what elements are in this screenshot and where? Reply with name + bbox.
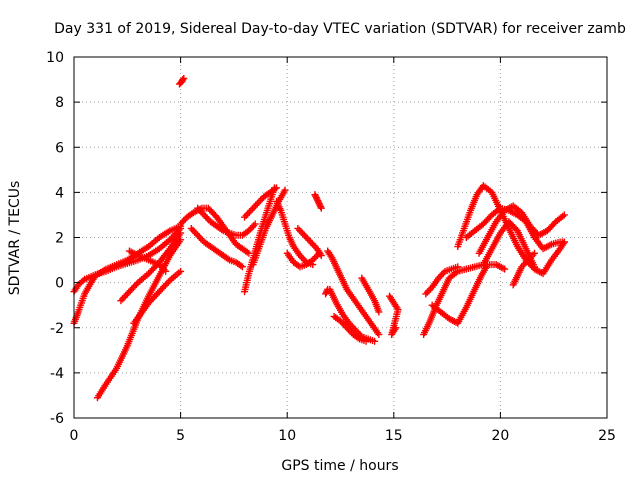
y-tick-label: 0 <box>55 276 64 292</box>
series-track-l <box>241 184 281 221</box>
series-track-n <box>283 249 323 271</box>
series-track-u <box>358 274 383 316</box>
series-track-i <box>194 204 259 239</box>
y-tick-label: 4 <box>55 185 64 201</box>
y-tick-label: 2 <box>55 231 64 247</box>
y-tick-label: 10 <box>46 50 64 66</box>
series-outlier <box>176 74 188 88</box>
x-tick-label: 20 <box>491 428 509 444</box>
series-track-v <box>386 292 402 339</box>
series-track-y <box>428 261 509 327</box>
series-track-x <box>422 263 462 298</box>
series-track-p <box>311 191 325 212</box>
series-track-r <box>324 247 383 339</box>
chart-title: Day 331 of 2019, Sidereal Day-to-day VTE… <box>54 21 626 37</box>
x-tick-label: 0 <box>70 428 79 444</box>
plot-frame <box>73 56 608 419</box>
series-track-d <box>117 229 185 305</box>
x-tick-label: 5 <box>176 428 185 444</box>
series-track-h <box>187 224 246 271</box>
series-track-ac <box>479 218 539 271</box>
x-tick-label: 10 <box>278 428 296 444</box>
series-track-z <box>454 182 568 278</box>
x-tick-label: 25 <box>598 428 616 444</box>
x-tick-label: 15 <box>385 428 403 444</box>
y-tick-label: -6 <box>50 411 64 427</box>
y-axis-label: SDTVAR / TECUs <box>7 181 23 296</box>
y-tick-label: -2 <box>50 321 64 337</box>
series-track-t <box>330 312 370 345</box>
data-points <box>70 74 568 402</box>
y-tick-label: 8 <box>55 95 64 111</box>
x-axis-label: GPS time / hours <box>281 458 398 474</box>
grid <box>74 57 607 418</box>
series-track-e <box>130 267 185 327</box>
series-track-m <box>273 197 317 269</box>
series-track-f <box>125 247 170 275</box>
series-track-o <box>294 224 325 260</box>
series-track-ab <box>475 202 568 257</box>
axis-ticks: 0 5 10 15 20 25 -6 -4 -2 0 2 4 6 8 10 <box>46 50 616 444</box>
series-track-w <box>420 261 487 339</box>
series-track-b <box>70 222 185 327</box>
series-track-ad <box>509 249 539 289</box>
y-tick-label: -4 <box>50 366 64 382</box>
y-tick-label: 6 <box>55 140 64 156</box>
